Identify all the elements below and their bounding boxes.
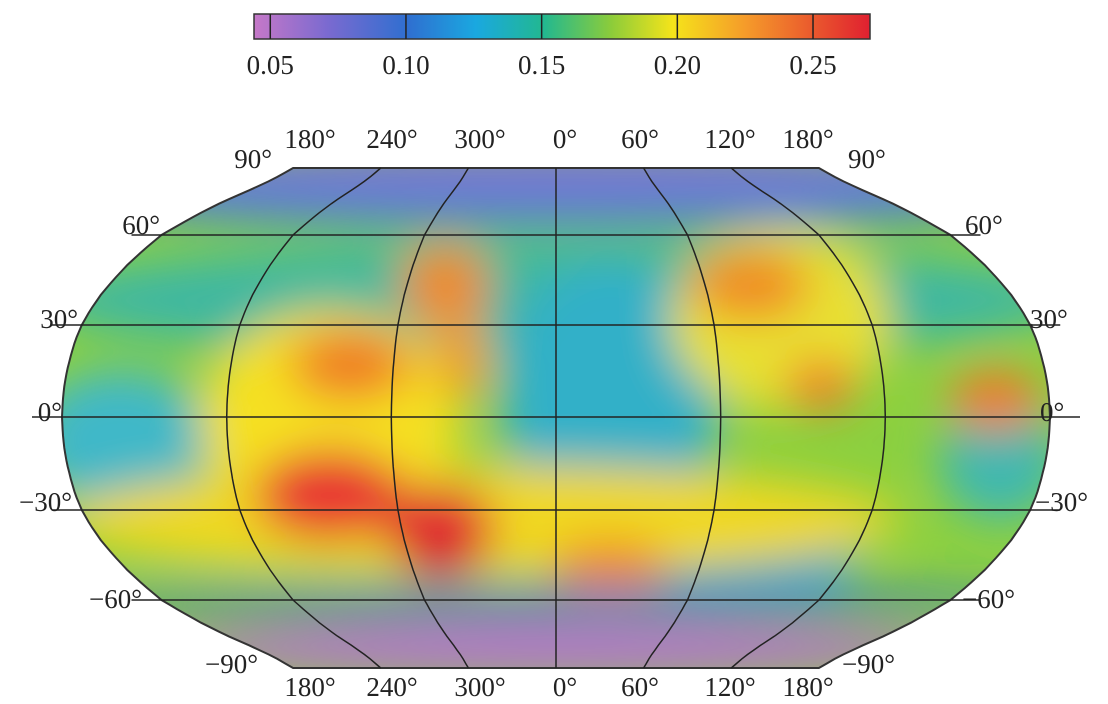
figure: 0.050.100.150.200.25 180 xyxy=(0,0,1108,704)
latitude-label: −30° xyxy=(19,487,72,517)
longitude-label: 60° xyxy=(621,672,659,702)
latitude-label: 0° xyxy=(1040,397,1064,427)
longitude-label: 60° xyxy=(621,124,659,154)
colorbar: 0.05 0.10 0.15 0.20 0.25 xyxy=(247,14,870,80)
longitude-label: 120° xyxy=(704,672,755,702)
latitude-label: −60° xyxy=(89,584,142,614)
latitude-label: 30° xyxy=(1030,304,1068,334)
longitude-label: 0° xyxy=(553,124,577,154)
latitude-label: 60° xyxy=(122,210,160,240)
longitude-label: 180° xyxy=(284,124,335,154)
longitude-label: 240° xyxy=(366,124,417,154)
latitude-label: −90° xyxy=(842,649,895,679)
longitude-label: 300° xyxy=(454,672,505,702)
latitude-label: 90° xyxy=(234,144,272,174)
colorbar-tick-label: 0.10 xyxy=(382,50,429,80)
colorbar-tick-label: 0.25 xyxy=(789,50,836,80)
latitude-label: 60° xyxy=(965,210,1003,240)
longitude-label: 180° xyxy=(782,124,833,154)
colorbar-tick-label: 0.15 xyxy=(518,50,565,80)
colorbar-tick-label: 0.20 xyxy=(654,50,701,80)
longitude-label: 300° xyxy=(454,124,505,154)
colorbar-tick-label: 0.05 xyxy=(247,50,294,80)
latitude-label: −30° xyxy=(1035,487,1088,517)
latitude-label: 0° xyxy=(38,397,62,427)
longitude-label: 180° xyxy=(284,672,335,702)
longitude-label: 240° xyxy=(366,672,417,702)
latitude-label: −60° xyxy=(962,584,1015,614)
latitude-label: 30° xyxy=(40,304,78,334)
longitude-label: 120° xyxy=(704,124,755,154)
colorbar-fill xyxy=(254,14,870,39)
longitude-label: 180° xyxy=(782,672,833,702)
longitude-label: 0° xyxy=(553,672,577,702)
latitude-label: 90° xyxy=(848,144,886,174)
latitude-label: −90° xyxy=(205,649,258,679)
